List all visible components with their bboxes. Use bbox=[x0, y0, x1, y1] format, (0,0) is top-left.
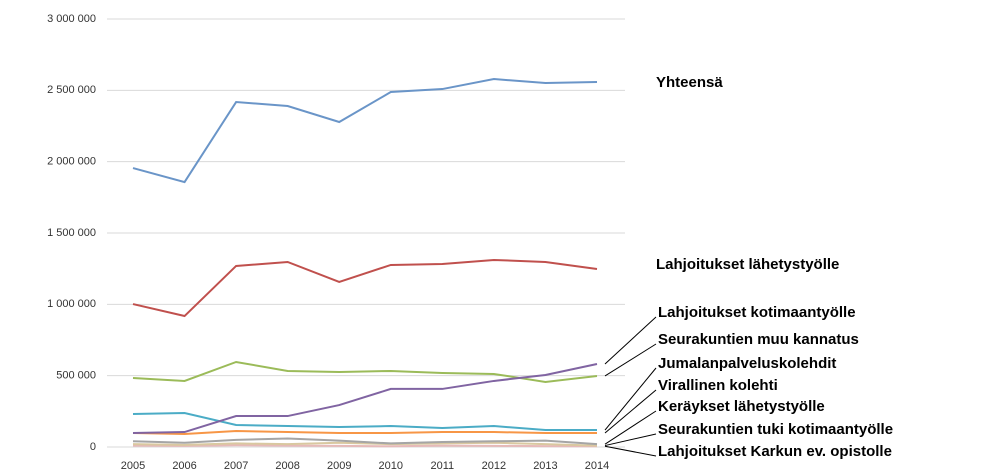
y-tick-label: 2 000 000 bbox=[47, 156, 96, 168]
x-tick-label: 2005 bbox=[121, 460, 145, 472]
x-tick-label: 2012 bbox=[482, 460, 506, 472]
series-label: Jumalanpalveluskolehdit bbox=[658, 355, 836, 372]
x-tick-label: 2010 bbox=[379, 460, 403, 472]
y-tick-label: 3 000 000 bbox=[47, 13, 96, 25]
series-line bbox=[132, 437, 598, 446]
x-tick-label: 2007 bbox=[224, 460, 248, 472]
series-line bbox=[132, 360, 598, 383]
x-tick-label: 2009 bbox=[327, 460, 351, 472]
series-line bbox=[132, 78, 598, 184]
leader-line bbox=[604, 410, 657, 445]
series-label: Seurakuntien tuki kotimaantyölle bbox=[658, 421, 893, 438]
y-tick-label: 500 000 bbox=[56, 370, 96, 382]
leader-line bbox=[604, 367, 657, 431]
leader-line bbox=[604, 445, 657, 457]
series-label: Lahjoitukset kotimaantyölle bbox=[658, 304, 856, 321]
series-line bbox=[132, 430, 597, 436]
series-line bbox=[132, 441, 598, 447]
leader-line bbox=[604, 389, 657, 434]
series-label: Yhteensä bbox=[656, 74, 723, 91]
leader-line bbox=[604, 316, 657, 365]
series-line bbox=[132, 412, 597, 432]
series-line bbox=[132, 258, 598, 318]
x-tick-label: 2006 bbox=[172, 460, 196, 472]
y-tick-label: 1 500 000 bbox=[47, 227, 96, 239]
series-label: Lahjoitukset lähetystyölle bbox=[656, 256, 839, 273]
leader-line bbox=[604, 343, 657, 377]
y-tick-label: 2 500 000 bbox=[47, 84, 96, 96]
y-tick-label: 0 bbox=[90, 441, 96, 453]
series-line bbox=[132, 444, 598, 448]
y-tick-label: 1 000 000 bbox=[47, 298, 96, 310]
x-tick-label: 2013 bbox=[533, 460, 557, 472]
x-tick-label: 2008 bbox=[275, 460, 299, 472]
x-tick-label: 2011 bbox=[431, 460, 455, 472]
x-tick-label: 2014 bbox=[585, 460, 609, 472]
series-label: Keräykset lähetystyölle bbox=[658, 398, 825, 415]
series-label: Lahjoitukset Karkun ev. opistolle bbox=[658, 443, 892, 460]
series-label: Virallinen kolehti bbox=[658, 377, 778, 394]
series-line bbox=[132, 362, 598, 435]
leader-line bbox=[604, 433, 657, 447]
series-label: Seurakuntien muu kannatus bbox=[658, 331, 859, 348]
